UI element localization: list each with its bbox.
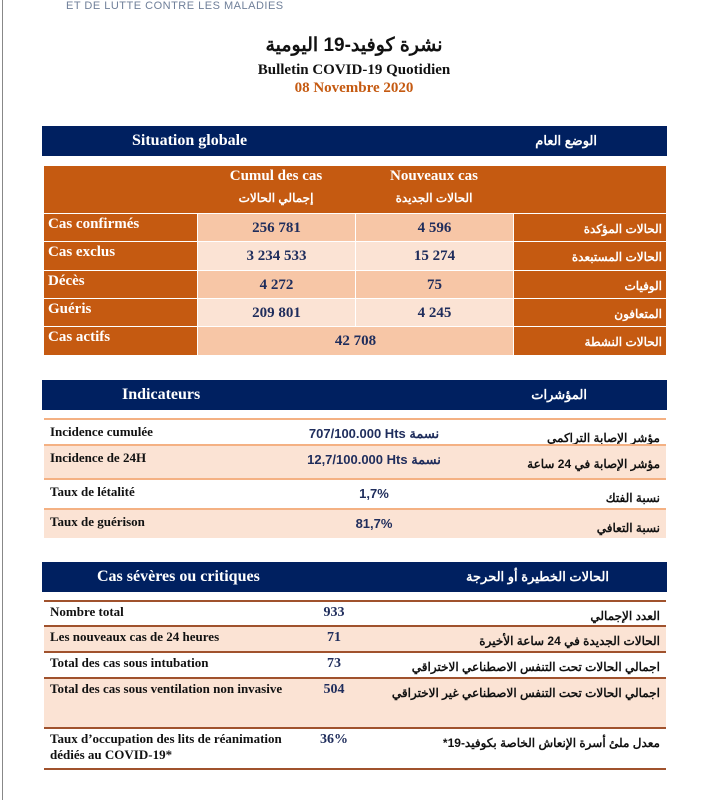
table-row-active: Cas actifs 42 708 الحالات النشطة — [44, 326, 666, 355]
new-value: 75 — [355, 270, 513, 298]
row-label-ar: الحالات المستبعدة — [513, 241, 666, 270]
row-value: 1,7% — [359, 486, 389, 501]
table-row: Décès 4 272 75 الوفيات — [44, 270, 666, 298]
table-row: Nombre total 933 العدد الإجمالي — [44, 600, 666, 625]
table-row: Taux de létalité 1,7% نسبة الفتك — [44, 478, 666, 508]
row-label-ar: نسبة التعافي — [596, 521, 660, 535]
col-new-ar: الحالات الجديدة — [395, 191, 473, 205]
table-row: Incidence cumulée 707/100.000 Hts نسمة مؤش… — [44, 418, 666, 445]
cumul-value: 209 801 — [197, 298, 355, 326]
table-row: Guéris 209 801 4 245 المتعافون — [44, 298, 666, 326]
table-row: Taux de guérison 81,7% نسبة التعافي — [44, 508, 666, 538]
active-value: 42 708 — [197, 326, 513, 355]
letterhead-text: ET DE LUTTE CONTRE LES MALADIES — [66, 0, 284, 12]
row-label-ar: معدل ملئ أسرة الإنعاش الخاصة بكوفيد-19* — [442, 736, 660, 750]
row-label-fr: Nombre total — [50, 604, 124, 619]
row-label-ar: اجمالي الحالات تحت التنفس الاصطناعي غير … — [391, 686, 660, 700]
row-label-fr: Les nouveaux cas de 24 heures — [50, 629, 220, 644]
indicateurs-table: Incidence cumulée 707/100.000 Hts نسمة مؤش… — [44, 418, 666, 538]
row-label-ar: الوفيات — [513, 270, 666, 298]
severes-title-ar: الحالات الخطيرة أو الحرجة — [466, 569, 609, 584]
cumul-value: 256 781 — [197, 213, 355, 241]
empty-cell — [44, 166, 197, 213]
situation-title-fr: Situation globale — [132, 132, 248, 149]
indicateurs-title-fr: Indicateurs — [122, 386, 201, 403]
bulletin-date: 08 Novembre 2020 — [294, 80, 414, 96]
title-french: Bulletin COVID-19 Quotidien — [257, 62, 451, 78]
situation-table: Cumul des cas إجمالي الحالات Nouveaux cas… — [44, 166, 666, 355]
row-label-fr: Décès — [44, 270, 197, 298]
row-value: 504 — [323, 682, 345, 697]
row-value: 73 — [327, 656, 341, 671]
row-label-fr: Total des cas sous intubation — [50, 655, 209, 670]
indicateurs-header: Indicateurs المؤشرات — [42, 380, 667, 410]
table-row: Taux d’occupation des lits de réanimatio… — [44, 727, 666, 770]
row-label-fr: Taux de létalité — [50, 484, 135, 499]
new-value: 4 596 — [355, 213, 513, 241]
row-label-ar: الحالات المؤكدة — [513, 213, 666, 241]
row-label-fr: Guéris — [44, 298, 197, 326]
row-label-ar: الحالات الجديدة في 24 ساعة الأخيرة — [479, 634, 660, 648]
row-label-ar: الحالات النشطة — [513, 326, 666, 355]
row-value: 81,7% — [355, 516, 393, 531]
table-row: Cas confirmés 256 781 4 596 الحالات المؤكدة — [44, 213, 666, 241]
row-label-fr: Incidence cumulée — [50, 424, 153, 439]
severes-table: Nombre total 933 العدد الإجمالي Les nouvea… — [44, 600, 666, 770]
row-label-ar: العدد الإجمالي — [590, 609, 660, 623]
col-cumul-header: Cumul des cas إجمالي الحالات — [197, 166, 355, 213]
table-row: Total des cas sous intubation 73 اجمالي ال… — [44, 651, 666, 677]
row-label-ar: اجمالي الحالات تحت التنفس الاصطناعي الاخ… — [411, 660, 660, 674]
row-label-fr: Cas actifs — [44, 326, 197, 355]
new-value: 15 274 — [355, 241, 513, 270]
row-label-ar: المتعافون — [513, 298, 666, 326]
empty-cell — [513, 166, 666, 213]
col-cumul-fr: Cumul des cas — [229, 168, 323, 184]
row-label-ar: نسبة الفتك — [605, 491, 660, 505]
severes-title-fr: Cas sévères ou critiques — [97, 568, 260, 585]
severes-header: Cas sévères ou critiques الحالات الخطيرة… — [42, 562, 667, 592]
table-row: Les nouveaux cas de 24 heures 71 الحالات ا… — [44, 625, 666, 651]
row-value: 71 — [327, 630, 341, 645]
situation-title-ar: الوضع العام — [535, 133, 597, 148]
row-label-fr: Total des cas sous ventilation non invas… — [50, 681, 283, 696]
col-new-fr: Nouveaux cas — [390, 168, 478, 184]
table-row: Total des cas sous ventilation non invas… — [44, 677, 666, 727]
table-row: Cas exclus 3 234 533 15 274 الحالات المستبع… — [44, 241, 666, 270]
row-label-ar: مؤشر الإصابة التراكمي — [547, 431, 660, 445]
cumul-value: 4 272 — [197, 270, 355, 298]
row-label-fr: Cas exclus — [44, 241, 197, 270]
new-value: 4 245 — [355, 298, 513, 326]
row-label-fr: Incidence de 24H — [50, 450, 147, 465]
row-label-ar: مؤشر الإصابة في 24 ساعة — [527, 457, 660, 471]
row-value: 933 — [323, 605, 345, 620]
row-value: 707/100.000 Hts نسمة — [308, 426, 440, 441]
row-label-fr: Taux de guérison — [50, 514, 145, 529]
cumul-value: 3 234 533 — [197, 241, 355, 270]
indicateurs-title-ar: المؤشرات — [531, 387, 587, 402]
title-arabic: نشرة كوفيد-19 اليومية — [265, 35, 443, 56]
row-label-fr: Cas confirmés — [44, 213, 197, 241]
table-row: Incidence de 24H 12,7/100.000 Hts نسمة مؤش… — [44, 444, 666, 478]
col-new-header: Nouveaux cas الحالات الجديدة — [355, 166, 513, 213]
col-cumul-ar: إجمالي الحالات — [238, 191, 314, 205]
page-edge — [2, 0, 3, 800]
row-value: 12,7/100.000 Hts نسمة — [307, 452, 441, 467]
row-label-fr: Taux d’occupation des lits de réanimatio… — [50, 731, 282, 762]
row-value: 36% — [320, 732, 348, 747]
situation-header: Situation globale الوضع العام — [42, 126, 667, 156]
table-header-row: Cumul des cas إجمالي الحالات Nouveaux cas… — [44, 166, 666, 213]
